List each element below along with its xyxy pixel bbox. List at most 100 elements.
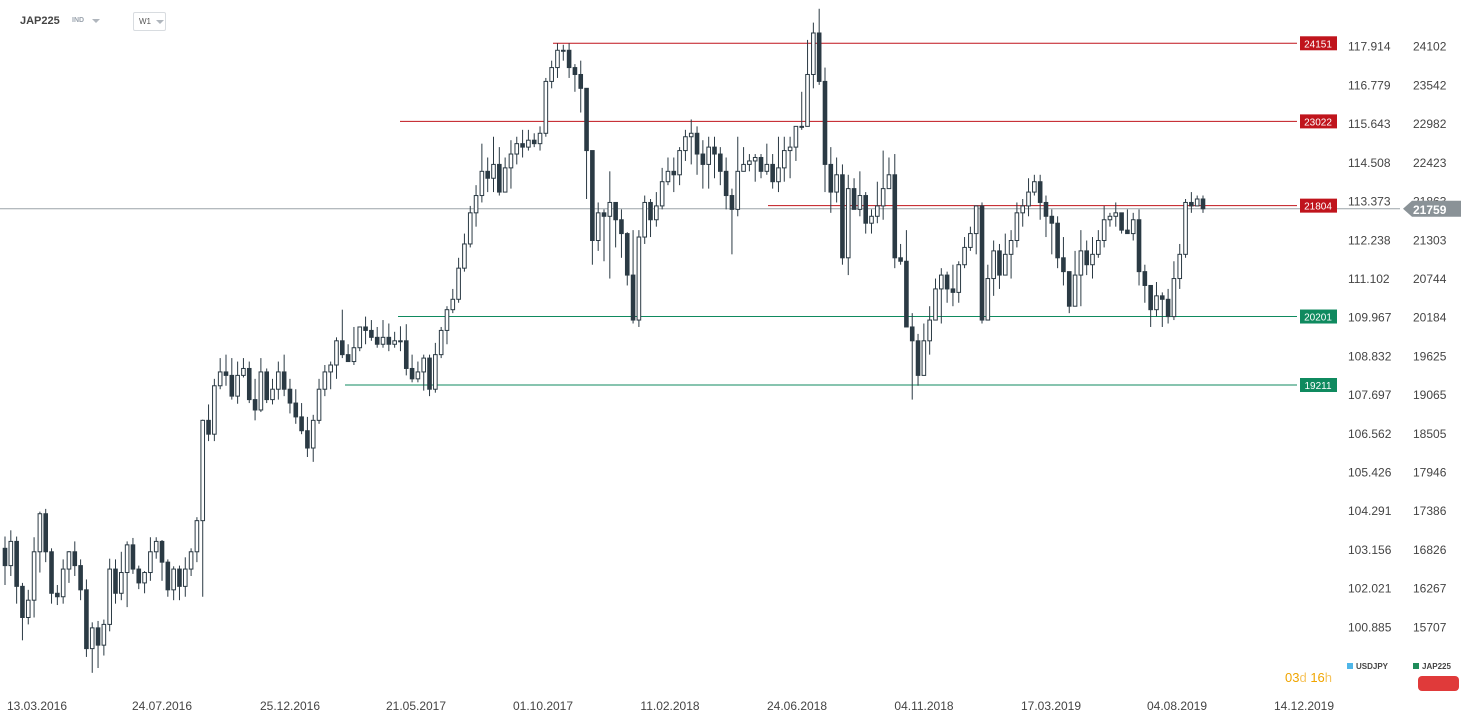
candle-body <box>165 561 171 591</box>
candle-body <box>1130 219 1136 235</box>
candle-body <box>514 143 520 155</box>
candle-body <box>729 195 735 210</box>
candle-body <box>898 257 903 262</box>
alert-button[interactable] <box>1418 676 1459 691</box>
chevron-down-icon[interactable] <box>92 19 100 23</box>
candle-body <box>2 547 8 567</box>
candle-body <box>8 540 14 567</box>
legend-usdjpy-swatch <box>1347 663 1353 669</box>
candle-timer: 03d 16h <box>1285 670 1332 685</box>
candle-body <box>578 73 584 89</box>
y-tick-left: 102.021 <box>1348 582 1392 596</box>
candle-body <box>1032 181 1037 193</box>
candle-body <box>642 201 648 238</box>
candle-body <box>526 139 531 148</box>
candle-body <box>113 568 118 594</box>
candle-body <box>648 201 653 221</box>
candle-body <box>537 132 543 145</box>
candle-body <box>991 250 996 280</box>
candle-body <box>857 195 863 210</box>
candle-body <box>1084 250 1089 266</box>
y-tick-left: 103.156 <box>1348 543 1392 557</box>
candle-body <box>1055 222 1060 259</box>
level-tag-21804 <box>1300 198 1337 213</box>
candle-body <box>921 340 927 376</box>
candle-body <box>584 87 589 152</box>
x-tick-label: 14.12.2019 <box>1274 699 1334 713</box>
x-tick-label: 01.10.2017 <box>513 699 573 713</box>
candle-body <box>566 49 572 69</box>
candle-body <box>276 371 281 390</box>
candle-body <box>43 513 49 553</box>
interval-select[interactable]: W1 <box>133 12 166 31</box>
y-tick-right: 23542 <box>1413 78 1447 92</box>
candle-body <box>264 371 270 401</box>
candle-body <box>979 205 985 321</box>
candle-body <box>89 627 95 650</box>
candle-body <box>665 170 671 183</box>
y-tick-right: 22982 <box>1413 117 1447 131</box>
candle-body <box>886 174 892 190</box>
x-tick-label: 04.08.2019 <box>1147 699 1207 713</box>
candle-body <box>851 188 857 210</box>
candle-body <box>659 181 665 207</box>
candle-body <box>1171 278 1177 318</box>
candle-body <box>880 188 886 207</box>
candle-body <box>915 340 921 376</box>
legend-jap225[interactable]: JAP225 <box>1413 662 1451 671</box>
y-tick-right: 16267 <box>1413 582 1447 596</box>
candle-body <box>345 354 351 363</box>
symbol-name[interactable]: JAP225 <box>20 15 60 27</box>
candle-body <box>60 568 66 598</box>
candle-body <box>299 416 304 432</box>
candle-body <box>508 153 514 169</box>
x-tick-label: 24.06.2018 <box>767 699 827 713</box>
candle-body <box>869 215 874 224</box>
level-tag-24151 <box>1300 36 1337 51</box>
candle-body <box>246 367 252 401</box>
y-tick-left: 112.238 <box>1348 233 1391 247</box>
candle-body <box>828 163 834 193</box>
candle-body <box>1165 298 1171 318</box>
candle-body <box>357 326 363 349</box>
candle-body <box>636 236 642 321</box>
candle-body <box>31 551 37 601</box>
legend-usdjpy[interactable]: USDJPY <box>1347 662 1388 671</box>
x-tick-label: 24.07.2016 <box>132 699 192 713</box>
candle-body <box>398 340 403 343</box>
candle-body <box>305 430 310 449</box>
candle-body <box>322 371 328 390</box>
candle-body <box>875 205 880 217</box>
current-price-label: 21759 <box>1413 203 1447 217</box>
candle-body <box>997 250 1002 276</box>
candle-body <box>572 67 578 75</box>
candle-body <box>787 146 793 152</box>
candle-body <box>241 367 246 376</box>
y-tick-right: 20744 <box>1413 272 1447 286</box>
interval-value: W1 <box>139 17 151 26</box>
y-tick-left: 113.373 <box>1348 195 1391 209</box>
candle-body <box>549 67 554 82</box>
candle-body <box>956 264 962 293</box>
candle-body <box>816 32 822 82</box>
candle-body <box>845 188 851 259</box>
candle-body <box>1049 215 1055 224</box>
candle-body <box>334 340 339 366</box>
legend-jap225-swatch <box>1413 663 1419 669</box>
candle-body <box>735 170 741 210</box>
candle-body <box>747 160 752 165</box>
candle-body <box>369 329 374 338</box>
candle-body <box>223 371 229 376</box>
candle-body <box>438 329 444 356</box>
candle-body <box>1037 181 1043 203</box>
candle-body <box>235 374 240 397</box>
candle-body <box>1119 212 1124 231</box>
candle-body <box>927 319 932 342</box>
level-tag-20201 <box>1300 309 1337 324</box>
candle-body <box>1061 257 1066 273</box>
candle-body <box>1113 212 1119 217</box>
y-tick-left: 107.697 <box>1348 388 1392 402</box>
candle-body <box>1177 253 1183 280</box>
y-tick-left: 115.643 <box>1348 117 1391 131</box>
